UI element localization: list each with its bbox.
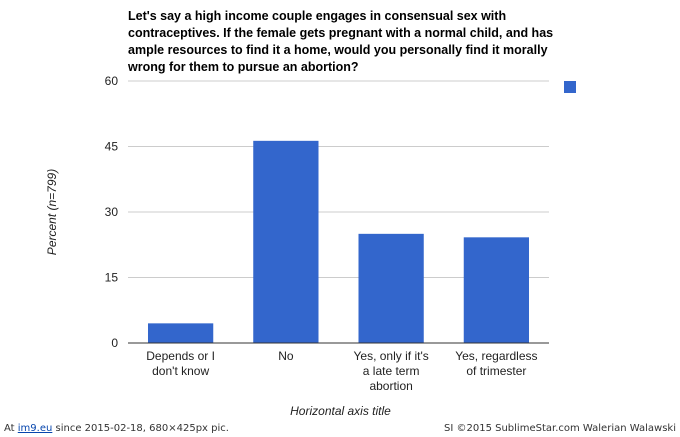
chart-title-line: wrong for them to pursue an abortion? bbox=[127, 60, 359, 74]
y-axis-ticks: 0 15 30 45 60 bbox=[105, 74, 119, 350]
x-tick-label-line: a late term bbox=[363, 364, 420, 378]
y-tick-label: 60 bbox=[105, 74, 119, 88]
bar bbox=[358, 233, 424, 343]
y-axis-title: Percent (n=799) bbox=[45, 169, 59, 255]
footer-left: At im9.eu since 2015-02-18, 680×425px pi… bbox=[4, 423, 229, 434]
bar bbox=[463, 237, 530, 343]
chart-title-line: contraceptives. If the female gets pregn… bbox=[128, 26, 553, 40]
x-tick-label-line: Depends or I bbox=[146, 349, 215, 363]
x-tick-label-line: Yes, only if it's bbox=[354, 349, 429, 363]
y-tick-label: 15 bbox=[105, 271, 119, 285]
bar bbox=[253, 140, 319, 343]
chart-title-line: Let's say a high income couple engages i… bbox=[128, 9, 506, 23]
x-tick-label-line: abortion bbox=[369, 379, 412, 393]
x-tick-label: Yes, regardless of trimester bbox=[455, 349, 537, 378]
x-tick-label-line: of trimester bbox=[466, 364, 526, 378]
legend-swatch bbox=[564, 81, 576, 93]
image-footer: At im9.eu since 2015-02-18, 680×425px pi… bbox=[0, 420, 680, 437]
footer-credit: SI ©2015 SublimeStar.com Walerian Walaws… bbox=[444, 423, 676, 434]
bars bbox=[147, 140, 530, 343]
bar bbox=[147, 323, 214, 343]
x-tick-label: No bbox=[278, 349, 294, 363]
bar-chart: Let's say a high income couple engages i… bbox=[45, 9, 576, 418]
x-tick-label-line: No bbox=[278, 349, 294, 363]
chart-title-line: ample resources to find it a home, would… bbox=[128, 43, 548, 57]
y-tick-label: 30 bbox=[105, 205, 119, 219]
x-axis-title: Horizontal axis title bbox=[290, 404, 391, 418]
y-tick-label: 45 bbox=[105, 140, 119, 154]
footer-at: At bbox=[4, 423, 18, 434]
x-tick-label-line: don't know bbox=[152, 364, 209, 378]
footer-site-link[interactable]: im9.eu bbox=[17, 423, 53, 434]
footer-since: since 2015-02-18, 680×425px pic. bbox=[52, 423, 229, 434]
chart-title: Let's say a high income couple engages i… bbox=[127, 9, 553, 74]
x-tick-label: Yes, only if it's a late term abortion bbox=[354, 349, 429, 393]
x-tick-label-line: Yes, regardless bbox=[455, 349, 537, 363]
y-tick-label: 0 bbox=[111, 336, 118, 350]
